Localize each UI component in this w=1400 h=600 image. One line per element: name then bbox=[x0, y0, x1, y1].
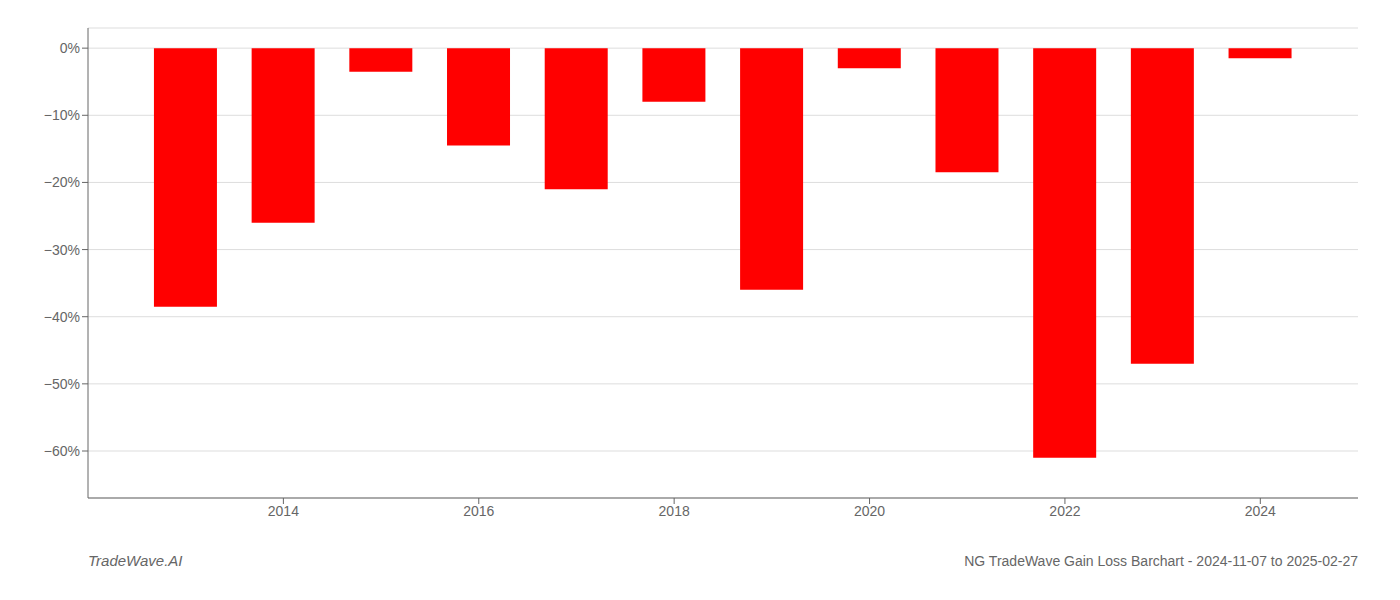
svg-text:−40%: −40% bbox=[44, 309, 80, 325]
html-text:NG TradeWave Gain Loss Barchar: NG TradeWave Gain Loss Barchart - 2024-1… bbox=[964, 553, 1358, 569]
svg-text:−60%: −60% bbox=[44, 443, 80, 459]
svg-text:2024: 2024 bbox=[1245, 503, 1276, 519]
html-text:TradeWave.AI: TradeWave.AI bbox=[88, 552, 183, 569]
svg-text:−50%: −50% bbox=[44, 376, 80, 392]
svg-text:−10%: −10% bbox=[44, 107, 80, 123]
svg-text:−20%: −20% bbox=[44, 174, 80, 190]
svg-text:−30%: −30% bbox=[44, 242, 80, 258]
svg-text:2014: 2014 bbox=[268, 503, 299, 519]
svg-text:2018: 2018 bbox=[659, 503, 690, 519]
svg-text:0%: 0% bbox=[60, 40, 80, 56]
svg-text:2022: 2022 bbox=[1049, 503, 1080, 519]
svg-text:2020: 2020 bbox=[854, 503, 885, 519]
svg-text:2016: 2016 bbox=[463, 503, 494, 519]
